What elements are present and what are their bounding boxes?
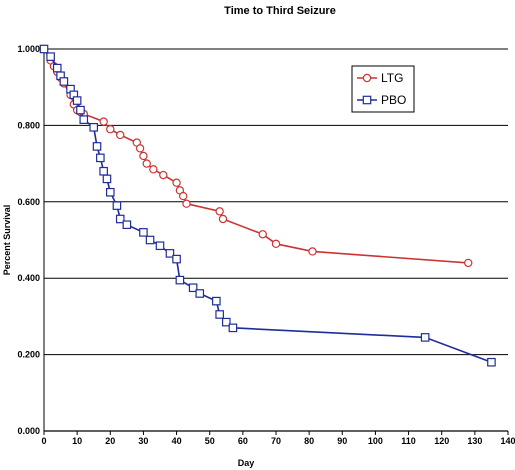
data-point [46,52,55,61]
y-tick-label: 1.000 [17,44,40,54]
data-point [102,174,112,184]
data-point [96,153,105,163]
x-tick-label: 140 [500,436,515,446]
axes [43,49,509,435]
x-tick-label: 20 [105,436,115,446]
data-point [172,178,181,187]
x-tick-label: 80 [304,436,314,446]
x-axis-label: Day [238,458,255,468]
data-point [487,357,496,367]
data-point [99,166,108,176]
data-point [72,96,82,105]
y-axis-label: Percent Survival [2,205,12,276]
data-point [221,317,231,327]
data-point [258,230,267,239]
legend-marker [362,95,372,105]
data-point [420,333,430,342]
x-tick-label: 120 [434,436,449,446]
data-point [182,199,191,208]
y-tick-label: 0.200 [17,350,40,360]
data-point [105,187,115,197]
data-point [59,77,69,86]
data-point [215,310,224,319]
data-point [464,258,473,268]
legend-marker [362,73,372,83]
x-tick-label: 110 [401,436,416,446]
data-point [76,105,85,115]
data-point [212,296,221,306]
chart-title: Time to Third Seizure [224,5,336,17]
y-tick-label: 0.800 [17,120,40,130]
data-point [149,165,158,174]
data-point [308,247,317,256]
data-point [122,220,132,230]
legend: LTG PBO [351,65,415,113]
data-point [155,241,165,251]
legend-label: PBO [381,93,406,107]
x-tick-label: 90 [337,436,347,446]
data-point [139,151,148,161]
data-point [99,117,108,126]
x-tick-label: 50 [205,436,215,446]
data-point [135,144,145,153]
data-point [52,63,62,73]
x-tick-label: 0 [41,436,46,446]
y-tick-labels: 0.000 0.200 0.400 0.600 0.800 1.000 [17,44,40,436]
x-tick-label: 40 [172,436,182,446]
data-point [92,142,102,151]
data-point [165,249,175,258]
legend-label: LTG [381,71,403,85]
data-point [215,207,224,216]
data-point [106,125,115,134]
legend-box [351,65,415,113]
data-point [79,115,89,124]
data-point [89,123,99,132]
data-point [188,283,198,293]
data-point [142,159,151,168]
data-point [39,44,49,54]
data-point [195,289,205,298]
y-tick-label: 0.400 [17,273,40,283]
data-point [175,275,185,285]
series-layer [39,44,496,367]
series-line [43,48,492,363]
data-point [159,170,168,180]
x-tick-label: 60 [238,436,248,446]
x-tick-labels: 0 10 20 30 40 50 60 70 80 90 100 110 120 130 140 [41,436,515,446]
data-point [172,254,181,264]
x-tick-label: 130 [467,436,482,446]
data-point [112,201,122,210]
x-tick-label: 30 [138,436,148,446]
data-point [145,235,155,245]
data-point [271,239,281,249]
y-tick-label: 0.600 [17,197,40,207]
series-pbo [39,44,496,367]
data-point [139,228,148,237]
x-tick-label: 100 [368,436,383,446]
data-point [218,214,228,224]
data-point [178,191,188,201]
x-tick-label: 10 [72,436,82,446]
y-tick-label: 0.000 [17,426,40,436]
data-point [115,214,125,224]
x-tick-label: 70 [271,436,281,446]
data-point [228,323,238,333]
data-point [116,130,125,140]
